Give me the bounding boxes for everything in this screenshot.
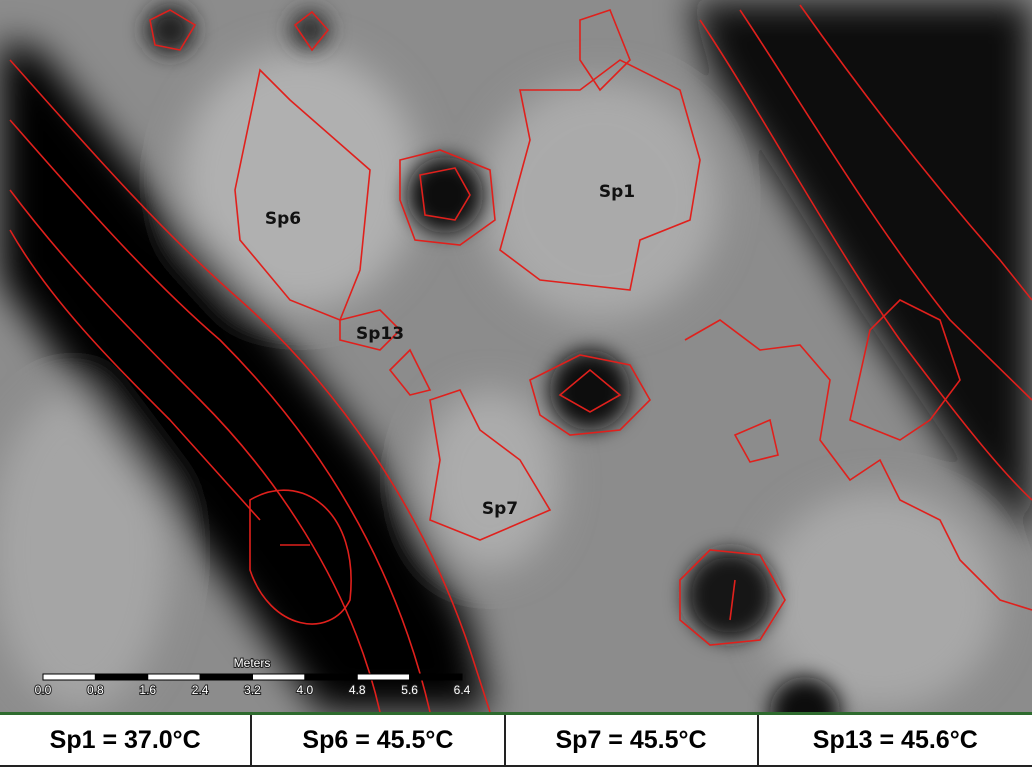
spot-label: Sp13	[356, 324, 404, 344]
scale-segment	[410, 674, 462, 680]
thermal-figure: Sp1 Sp6 Sp13 Sp7 Meters 0.0 0.8 1.6 2.4 3.2 4…	[0, 0, 1032, 767]
scale-tick-label: 0.8	[87, 683, 104, 697]
scale-segment	[357, 674, 409, 680]
scale-tick-label: 3.2	[244, 683, 261, 697]
scale-segment	[43, 674, 95, 680]
scale-tick-label: 5.6	[401, 683, 418, 697]
table-cell: Sp6 = 45.5°C	[251, 714, 504, 767]
scale-tick-label: 1.6	[139, 683, 156, 697]
scale-segment	[305, 674, 357, 680]
scale-tick-label: 6.4	[454, 683, 471, 697]
spot-label: Sp7	[482, 499, 518, 519]
thermal-map: Sp1 Sp6 Sp13 Sp7 Meters 0.0 0.8 1.6 2.4 3.2 4…	[0, 0, 1032, 712]
table-row: Sp1 = 37.0°C Sp6 = 45.5°C Sp7 = 45.5°C S…	[0, 714, 1032, 767]
scale-segment	[200, 674, 252, 680]
spot-label: Sp6	[265, 209, 301, 229]
scale-tick-label: 0.0	[35, 683, 52, 697]
scale-tick-label: 4.0	[297, 683, 314, 697]
scale-segment	[253, 674, 305, 680]
spot-temperature-table: Sp1 = 37.0°C Sp6 = 45.5°C Sp7 = 45.5°C S…	[0, 712, 1032, 767]
table-cell: Sp7 = 45.5°C	[505, 714, 758, 767]
scale-tick-label: 2.4	[192, 683, 209, 697]
table-cell: Sp13 = 45.6°C	[758, 714, 1032, 767]
scale-segment	[95, 674, 147, 680]
scale-title: Meters	[234, 656, 271, 670]
spot-label: Sp1	[599, 182, 635, 202]
scale-tick-label: 4.8	[349, 683, 366, 697]
table-cell: Sp1 = 37.0°C	[0, 714, 251, 767]
scale-segment	[148, 674, 200, 680]
